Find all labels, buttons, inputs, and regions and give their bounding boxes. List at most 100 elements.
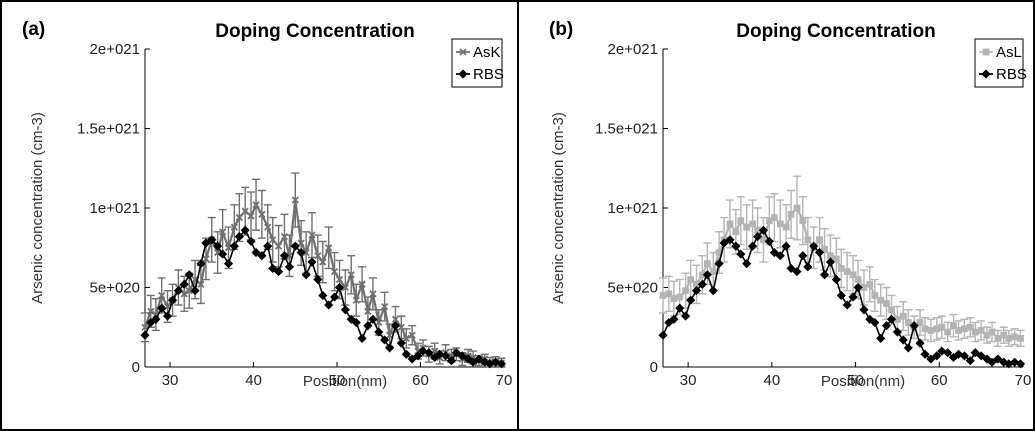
data-point: [351, 317, 361, 328]
y-tick-label: 1.5e+021: [77, 121, 140, 138]
data-point: [363, 321, 373, 331]
data-point: [866, 280, 874, 288]
data-point: [167, 295, 178, 305]
y-axis-label: Arsenic concentration (cm-3): [29, 112, 46, 304]
data-point: [725, 235, 735, 245]
data-point: [340, 305, 350, 315]
data-point: [440, 351, 451, 361]
data-point: [234, 232, 244, 242]
chart-title: Doping Concentration: [215, 21, 414, 42]
data-point: [341, 283, 350, 292]
data-point: [853, 282, 863, 293]
data-point: [921, 325, 929, 333]
data-point: [803, 262, 813, 272]
data-point: [971, 328, 979, 336]
panel-label: (a): [22, 19, 45, 40]
data-point: [681, 311, 691, 321]
data-point: [821, 245, 828, 253]
data-point: [753, 232, 763, 242]
data-point: [229, 241, 239, 251]
legend-marker: [982, 48, 990, 56]
data-point: [173, 286, 183, 296]
data-point: [859, 305, 869, 315]
data-point: [1011, 333, 1019, 341]
data-point: [284, 262, 295, 272]
legend-entry-ask: AsK: [473, 44, 501, 61]
data-point: [162, 311, 173, 321]
data-point: [670, 295, 678, 303]
data-point: [888, 306, 895, 314]
data-point: [269, 236, 277, 244]
data-point: [401, 349, 411, 359]
x-tick-label: 50: [329, 372, 346, 389]
data-point: [965, 356, 975, 366]
data-point: [932, 351, 942, 361]
x-tick-label: 50: [847, 372, 864, 389]
data-point: [703, 260, 711, 268]
data-point: [960, 325, 968, 333]
legend-marker: [458, 69, 468, 79]
data-point: [781, 241, 791, 251]
y-tick-label: 0: [650, 359, 658, 376]
series-rbs: [658, 225, 1026, 369]
data-point: [943, 348, 953, 358]
data-point: [213, 241, 223, 251]
data-point: [358, 280, 366, 288]
y-tick-label: 0: [132, 359, 140, 376]
data-point: [424, 348, 434, 358]
legend-marker: [459, 48, 467, 56]
data-point: [809, 241, 819, 251]
data-point: [334, 282, 345, 293]
chart-title: Doping Concentration: [736, 21, 935, 42]
data-point: [758, 225, 769, 235]
series-asl: [659, 175, 1025, 348]
data-point: [732, 228, 740, 236]
data-point: [402, 334, 410, 343]
data-point: [892, 327, 902, 337]
data-point: [329, 292, 340, 302]
data-point: [669, 314, 679, 324]
data-point: [764, 236, 774, 246]
data-point: [769, 247, 779, 258]
data-point: [843, 268, 851, 276]
data-point: [352, 296, 360, 304]
data-point: [898, 335, 908, 345]
data-point: [675, 303, 685, 313]
x-tick-label: 30: [680, 372, 697, 389]
data-point: [870, 317, 880, 328]
data-point: [385, 343, 395, 353]
y-axis-label: Arsenic concentration (cm-3): [550, 112, 567, 304]
data-point: [959, 351, 969, 361]
data-point: [258, 210, 266, 218]
data-point: [218, 249, 228, 259]
chart-panel-b: (b) Doping Concentration Position(nm) Ar…: [517, 0, 1035, 431]
axes: 0 5e+020 1e+021 1.5e+021 2e+021 30 40 50 60 70: [77, 41, 512, 389]
data-point: [435, 349, 445, 359]
legend-box: [451, 38, 503, 88]
data-point: [793, 204, 801, 212]
data-point: [202, 255, 210, 263]
data-point: [877, 296, 885, 304]
data-point: [676, 293, 684, 301]
data-point: [368, 314, 378, 324]
data-point: [658, 330, 668, 340]
data-point: [731, 241, 741, 251]
data-point: [290, 241, 300, 251]
legend-box: [974, 38, 1024, 88]
data-point: [926, 354, 936, 364]
data-point: [702, 270, 712, 280]
data-point: [909, 321, 919, 331]
data-point: [307, 257, 317, 267]
data-point: [686, 295, 696, 305]
data-point: [207, 235, 217, 245]
data-point: [457, 351, 467, 361]
data-point: [246, 236, 256, 246]
data-point: [301, 270, 311, 280]
data-point: [944, 328, 952, 336]
data-point: [837, 265, 845, 272]
data-point: [190, 286, 200, 296]
legend-entry-asl: AsL: [996, 44, 1022, 61]
data-point: [357, 333, 367, 343]
data-point: [451, 348, 461, 358]
data-point: [235, 213, 243, 222]
